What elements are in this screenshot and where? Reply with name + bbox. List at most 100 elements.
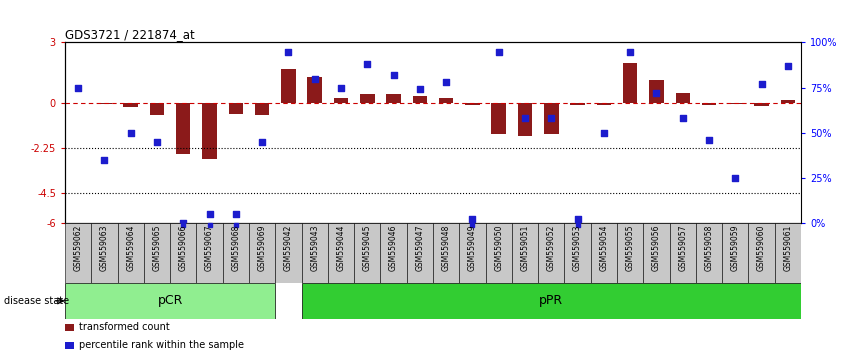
Point xyxy=(754,81,768,87)
Point xyxy=(124,130,138,136)
Bar xyxy=(354,223,380,283)
Text: GSM559051: GSM559051 xyxy=(520,225,529,271)
Text: GSM559061: GSM559061 xyxy=(784,225,792,271)
Bar xyxy=(675,93,690,103)
Bar xyxy=(459,223,486,283)
Bar xyxy=(91,223,118,283)
Bar xyxy=(281,69,295,103)
Text: GSM559053: GSM559053 xyxy=(573,225,582,271)
Bar xyxy=(439,98,454,103)
Text: GSM559043: GSM559043 xyxy=(310,225,320,271)
Bar xyxy=(617,223,643,283)
Point xyxy=(229,211,242,217)
Text: GSM559046: GSM559046 xyxy=(389,225,398,271)
Point xyxy=(781,63,795,69)
Text: pPR: pPR xyxy=(540,295,564,307)
Point xyxy=(597,130,611,136)
Bar xyxy=(433,223,459,283)
Point xyxy=(571,217,585,222)
Bar xyxy=(669,223,696,283)
Text: GSM559058: GSM559058 xyxy=(705,225,714,271)
Text: GSM559062: GSM559062 xyxy=(74,225,82,271)
Point xyxy=(702,137,716,143)
Bar xyxy=(144,223,170,283)
Text: transformed count: transformed count xyxy=(79,322,170,332)
Bar xyxy=(518,103,533,136)
Bar xyxy=(124,103,138,107)
Point xyxy=(360,61,374,67)
Bar xyxy=(465,103,480,105)
Bar xyxy=(170,223,197,283)
Text: GSM559044: GSM559044 xyxy=(337,225,346,271)
Bar xyxy=(748,223,775,283)
Point xyxy=(728,175,742,181)
Bar xyxy=(728,103,742,104)
Text: GSM559047: GSM559047 xyxy=(416,225,424,271)
Point xyxy=(71,85,85,91)
Text: GSM559042: GSM559042 xyxy=(284,225,293,271)
Point xyxy=(334,85,348,91)
Bar xyxy=(486,223,512,283)
Bar xyxy=(696,223,722,283)
Text: GSM559068: GSM559068 xyxy=(231,225,241,271)
Bar xyxy=(301,283,801,319)
Bar xyxy=(118,223,144,283)
Point xyxy=(177,220,191,226)
Text: GSM559059: GSM559059 xyxy=(731,225,740,271)
Text: GSM559065: GSM559065 xyxy=(152,225,161,271)
Bar xyxy=(333,98,348,103)
Bar xyxy=(571,103,585,105)
Bar xyxy=(492,103,506,134)
Bar xyxy=(176,103,191,154)
Bar xyxy=(597,103,611,105)
Bar xyxy=(65,223,91,283)
Text: GSM559055: GSM559055 xyxy=(625,225,635,271)
Bar xyxy=(650,80,663,103)
Bar xyxy=(643,223,669,283)
Bar xyxy=(544,103,559,134)
Point xyxy=(413,87,427,92)
Text: disease state: disease state xyxy=(4,296,69,306)
Bar xyxy=(512,223,538,283)
Point xyxy=(624,49,637,55)
Text: GSM559069: GSM559069 xyxy=(257,225,267,271)
Point xyxy=(466,217,480,222)
Bar xyxy=(775,223,801,283)
Text: percentile rank within the sample: percentile rank within the sample xyxy=(79,340,244,350)
Bar xyxy=(197,223,223,283)
Point xyxy=(386,72,400,78)
Text: GSM559056: GSM559056 xyxy=(652,225,661,271)
Bar xyxy=(386,94,401,103)
Bar xyxy=(301,223,328,283)
Point xyxy=(307,76,321,81)
Bar xyxy=(328,223,354,283)
Point xyxy=(150,139,164,145)
Point xyxy=(545,115,559,121)
Bar xyxy=(591,223,617,283)
Text: GSM559045: GSM559045 xyxy=(363,225,372,271)
Text: GSM559049: GSM559049 xyxy=(468,225,477,271)
Bar xyxy=(754,103,769,105)
Point xyxy=(281,49,295,55)
Bar xyxy=(407,223,433,283)
Text: GSM559066: GSM559066 xyxy=(178,225,188,271)
Bar xyxy=(229,103,243,114)
Bar xyxy=(538,223,565,283)
Point xyxy=(439,79,453,85)
Point xyxy=(518,115,532,121)
Text: GSM559057: GSM559057 xyxy=(678,225,688,271)
Bar xyxy=(722,223,748,283)
Bar xyxy=(565,223,591,283)
Bar xyxy=(65,283,275,319)
Point xyxy=(255,139,269,145)
Bar xyxy=(203,103,216,159)
Bar xyxy=(307,76,322,103)
Text: GSM559052: GSM559052 xyxy=(546,225,556,271)
Point xyxy=(675,115,689,121)
Text: GSM559064: GSM559064 xyxy=(126,225,135,271)
Point xyxy=(203,211,216,217)
Bar xyxy=(275,223,301,283)
Text: GSM559067: GSM559067 xyxy=(205,225,214,271)
Bar xyxy=(255,103,269,115)
Point xyxy=(492,49,506,55)
